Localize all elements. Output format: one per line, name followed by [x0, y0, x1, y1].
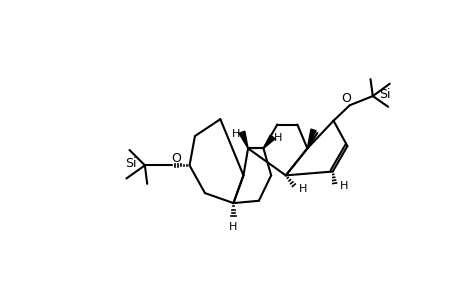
Text: H: H	[339, 181, 348, 191]
Text: O: O	[170, 152, 180, 165]
Text: Si: Si	[379, 88, 390, 101]
Text: H: H	[273, 134, 282, 143]
Text: Si: Si	[125, 157, 136, 170]
Text: H: H	[299, 184, 307, 194]
Text: O: O	[341, 92, 351, 105]
Polygon shape	[263, 135, 274, 148]
Polygon shape	[307, 129, 315, 148]
Text: H: H	[229, 222, 237, 232]
Polygon shape	[239, 131, 247, 148]
Text: H: H	[231, 129, 240, 139]
